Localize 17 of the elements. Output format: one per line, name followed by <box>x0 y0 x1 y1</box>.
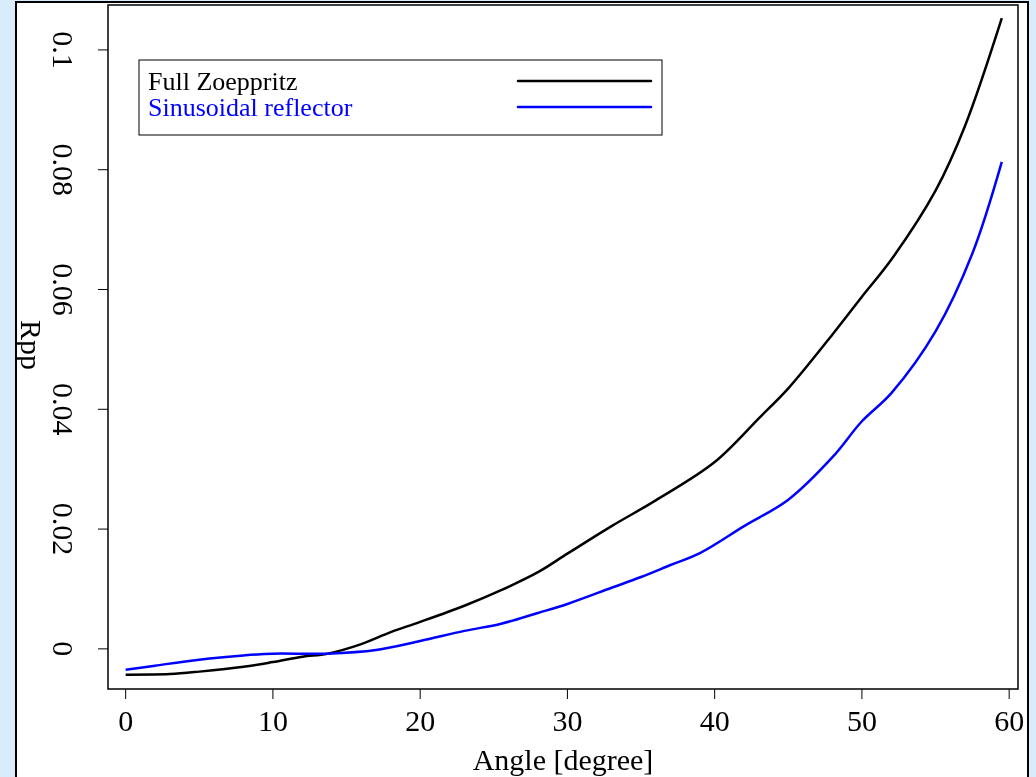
y-tick-label: 0.06 <box>47 263 81 316</box>
x-tick-label: 0 <box>118 704 134 737</box>
x-axis-title: Angle [degree] <box>472 743 654 776</box>
x-tick-label: 10 <box>257 704 288 737</box>
x-tick-label: 60 <box>994 704 1025 737</box>
legend: Full Zoeppritz Sinusoidal reflector <box>138 59 663 136</box>
y-tick-label: 0 <box>47 641 81 657</box>
x-tick-label: 30 <box>552 704 583 737</box>
x-tick-label: 50 <box>846 704 877 737</box>
x-tick-label: 40 <box>699 704 730 737</box>
y-tick-label: 0.08 <box>47 143 81 196</box>
line-series <box>124 16 1004 676</box>
line-series <box>124 160 1004 672</box>
y-tick-label: 0.04 <box>47 383 81 436</box>
y-tick-label: 0.02 <box>47 502 81 556</box>
y-tick-label: 0.1 <box>47 31 81 69</box>
x-tick-label: 20 <box>405 704 436 737</box>
